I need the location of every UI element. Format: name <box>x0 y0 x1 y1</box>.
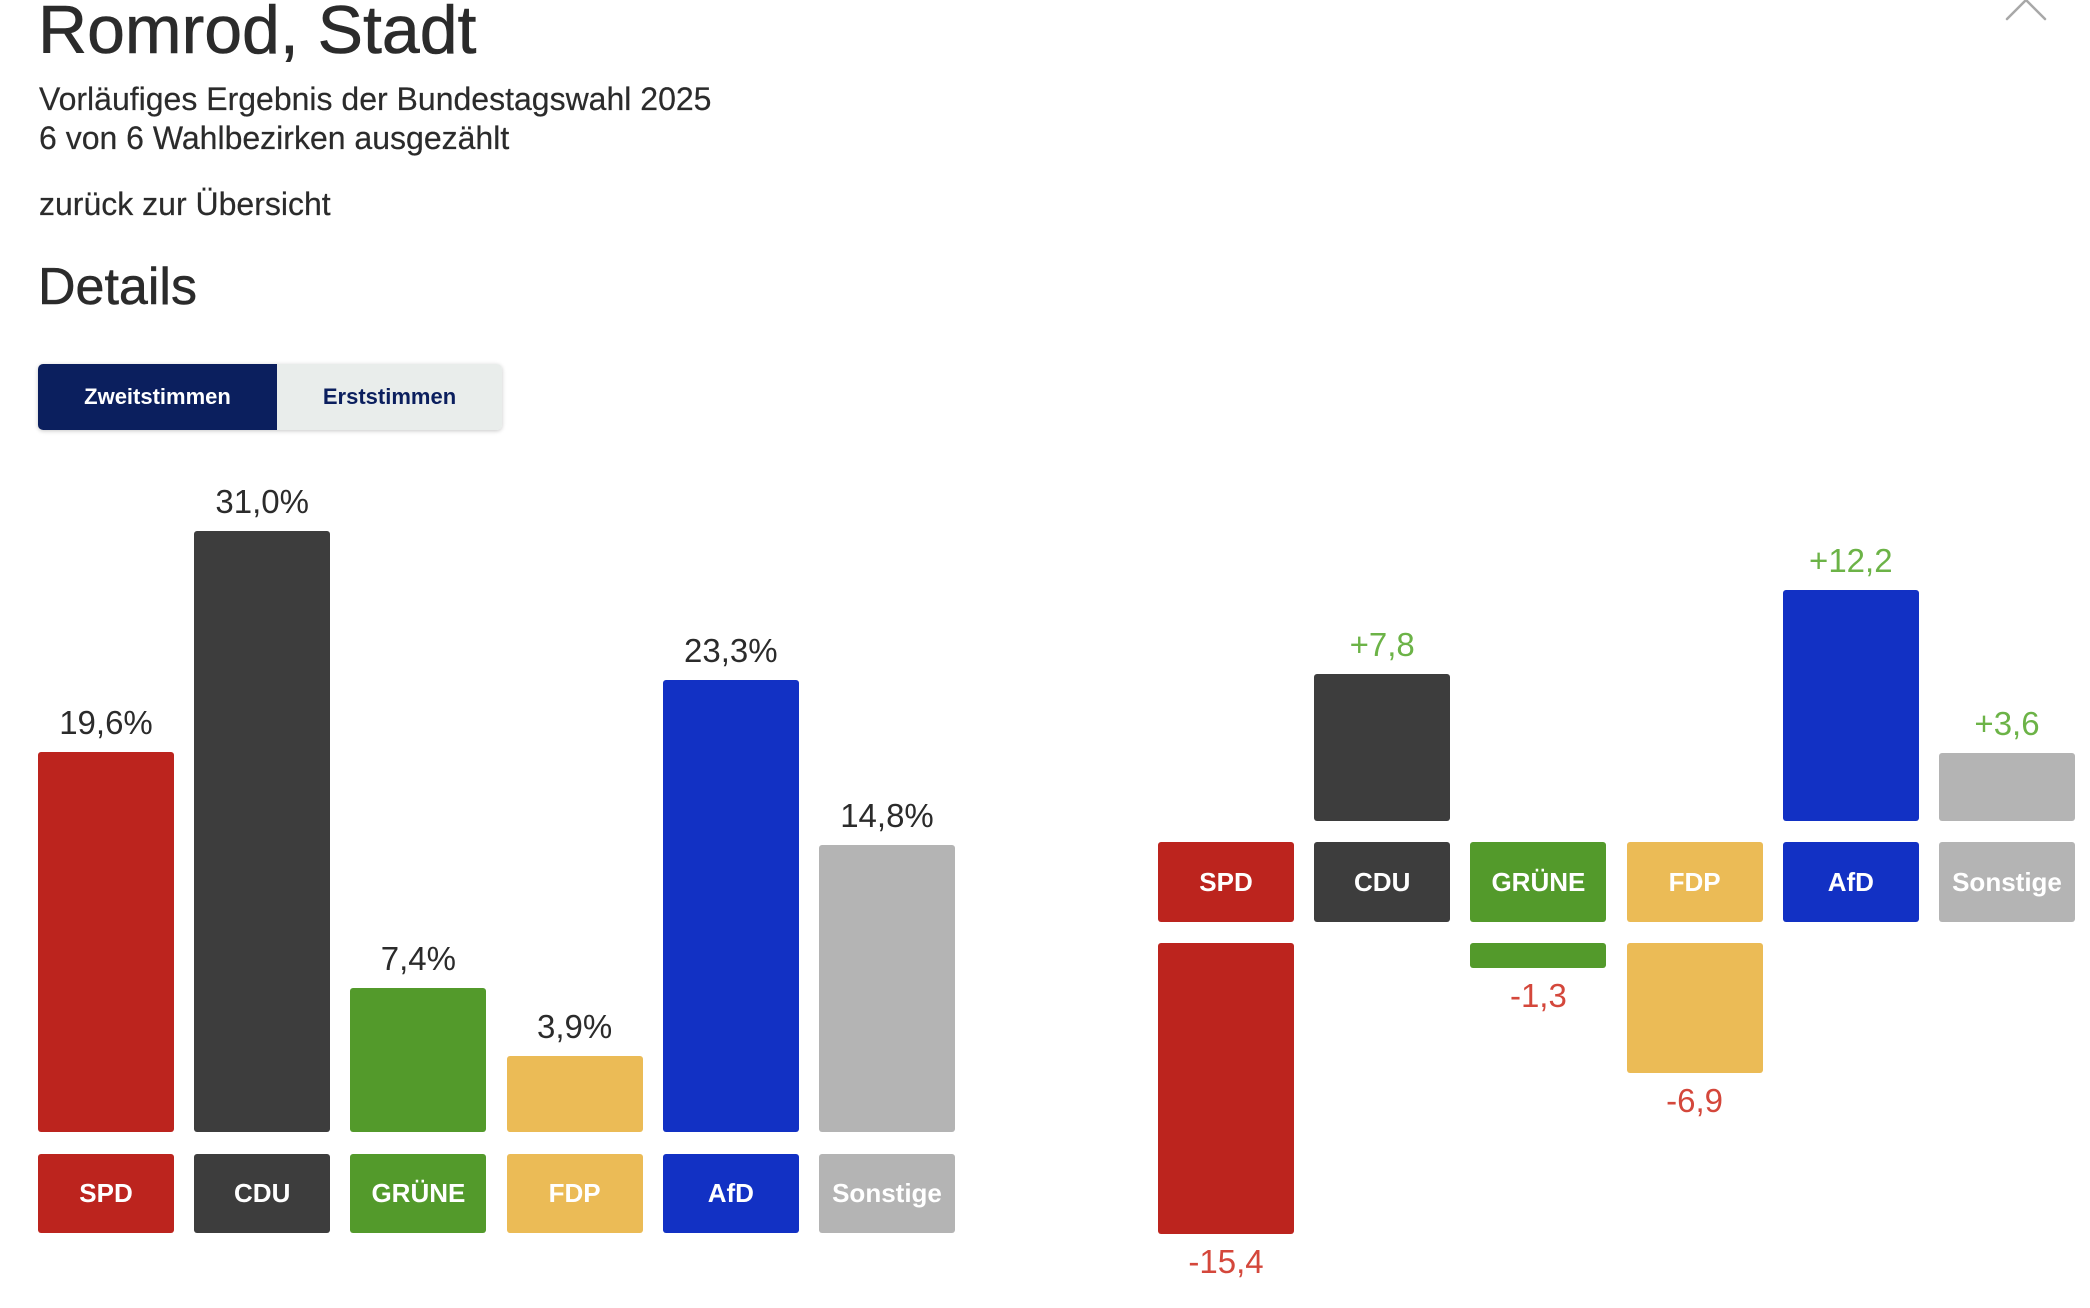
change-bar-gruene <box>1470 943 1607 968</box>
change-category-label-gruene: GRÜNE <box>1470 842 1607 922</box>
share-category-label-afd: AfD <box>662 1154 799 1233</box>
share-value-label-fdp: 3,9% <box>536 1008 613 1046</box>
change-value-label-spd: -15,4 <box>1188 1243 1264 1281</box>
change-value-label-fdp: -6,9 <box>1666 1082 1724 1120</box>
change-bar-afd <box>1782 590 1919 821</box>
change-bar-fdp <box>1626 943 1763 1074</box>
share-bar-cdu <box>194 530 331 1132</box>
share-category-label-gruene: GRÜNE <box>350 1154 487 1233</box>
result-status-line: Vorläufiges Ergebnis der Bundestagswahl … <box>39 81 712 117</box>
change-category-label-fdp: FDP <box>1626 842 1763 922</box>
change-category-label-afd: AfD <box>1782 842 1919 922</box>
change-bar-cdu <box>1314 673 1451 821</box>
vote-type-toggle: Zweitstimmen Erststimmen <box>38 364 502 430</box>
share-value-label-spd: 19,6% <box>59 703 153 741</box>
tab-erststimmen[interactable]: Erststimmen <box>277 364 502 430</box>
change-value-label-afd: +12,2 <box>1809 542 1893 580</box>
share-category-label-cdu: CDU <box>194 1154 331 1233</box>
page-title: Romrod, Stadt <box>38 0 477 68</box>
change-category-label-spd: SPD <box>1158 842 1294 922</box>
share-value-label-afd: 23,3% <box>684 631 778 669</box>
change-bar-sonstige <box>1939 752 2075 821</box>
share-bar-spd <box>38 751 174 1132</box>
change-bar-spd <box>1158 943 1294 1235</box>
share-value-label-cdu: 31,0% <box>215 482 309 520</box>
share-bar-gruene <box>350 988 487 1132</box>
change-category-label-cdu: CDU <box>1314 842 1451 922</box>
change-category-label-sonstige: Sonstige <box>1939 842 2075 922</box>
change-value-label-gruene: -1,3 <box>1509 976 1567 1014</box>
share-bar-fdp <box>506 1056 643 1132</box>
back-to-overview-link[interactable]: zurück zur Übersicht <box>39 186 331 222</box>
share-category-label-sonstige: Sonstige <box>819 1154 955 1233</box>
vote-share-chart: 19,6% SPD 31,0% CDU 7,4% GRÜNE 3,9% FDP 23,3% AfD… <box>38 480 955 1240</box>
share-value-label-sonstige: 14,8% <box>840 796 934 834</box>
share-category-label-spd: SPD <box>38 1154 174 1233</box>
share-bar-afd <box>662 679 799 1132</box>
share-category-label-fdp: FDP <box>506 1154 643 1233</box>
section-title-details: Details <box>38 258 197 316</box>
vote-change-chart: -15,4 SPD +7,8 CDU -1,3 GRÜNE -6,9 FDP +12,2 AfD +… <box>1158 540 2075 1300</box>
close-icon[interactable] <box>2004 0 2048 22</box>
share-value-label-gruene: 7,4% <box>380 940 456 978</box>
change-value-label-sonstige: +3,6 <box>1974 704 2040 742</box>
tab-zweitstimmen[interactable]: Zweitstimmen <box>38 364 277 430</box>
change-value-label-cdu: +7,8 <box>1349 625 1415 663</box>
share-bar-sonstige <box>819 844 955 1132</box>
count-progress-line: 6 von 6 Wahlbezirken ausgezählt <box>39 120 510 156</box>
